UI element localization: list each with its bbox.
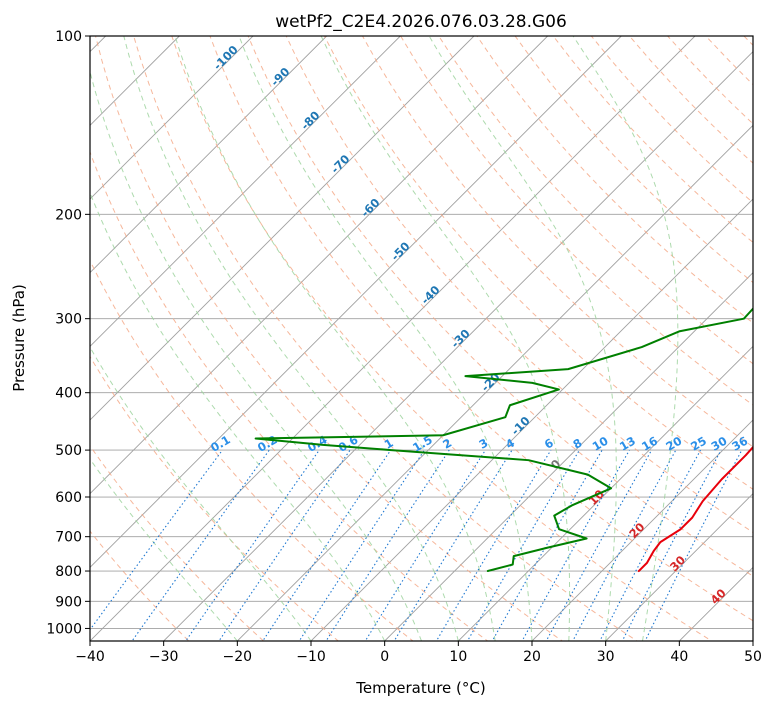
- isotherm-line: [384, 272, 753, 641]
- mixing-ratio-label: 30: [709, 434, 730, 454]
- mixing-ratio-line: [521, 449, 630, 641]
- moist-adiabat-line: [572, 36, 679, 641]
- isotherm-line: [90, 36, 548, 495]
- isotherm-line: [605, 493, 753, 641]
- isotherm-line: [90, 36, 254, 200]
- dry-adiabat-line: [171, 36, 713, 641]
- y-tick-label: 600: [55, 490, 82, 506]
- mixing-ratio-label: 16: [639, 434, 660, 454]
- temperature-profile-line: [637, 445, 753, 573]
- moist-adiabat-line: [123, 36, 459, 641]
- mixing-ratio-line: [298, 449, 425, 641]
- dry-adiabat-line: [438, 36, 753, 365]
- moist-adiabat-line: [428, 36, 617, 641]
- moist-adiabat-line: [174, 36, 496, 641]
- x-tick-label: −30: [149, 649, 179, 665]
- dry-adiabat-line: [209, 36, 753, 622]
- mixing-ratio-line: [545, 449, 653, 641]
- x-tick-label: −40: [75, 649, 105, 665]
- mixing-ratio-label: 20: [663, 434, 684, 454]
- x-axis: −40 −30 −20 −10 0 10 20 30 40 50: [75, 641, 762, 665]
- mixing-ratio-line: [435, 449, 552, 641]
- x-tick-label: 20: [523, 649, 541, 665]
- dry-adiabat-line: [90, 259, 414, 641]
- mixing-ratio-line: [466, 449, 580, 641]
- moist-adiabat-line: [320, 36, 571, 641]
- moist-adiabat-line: [90, 346, 312, 641]
- dry-adiabat-line: [285, 36, 753, 533]
- moist-adiabat-line: [238, 36, 533, 641]
- x-tick-label: 0: [380, 649, 389, 665]
- x-tick-label: 50: [744, 649, 762, 665]
- mixing-ratio-line: [90, 449, 223, 631]
- y-tick-label: 900: [55, 594, 82, 610]
- dewpoint-profile-line: [254, 307, 753, 573]
- mixing-ratio-line: [262, 449, 392, 641]
- y-tick-label: 100: [55, 29, 82, 45]
- x-tick-label: −10: [296, 649, 326, 665]
- isotherm-line: [90, 36, 622, 568]
- isotherm-line: [90, 36, 475, 421]
- plot-area: 0.1 0.2 0.4 0.6 1 1.5 2 3 4 6 8 10 13 16 20 25 30 36-100-…: [90, 36, 753, 641]
- dry-adiabat-line: [90, 150, 489, 641]
- profile-series: [254, 307, 753, 573]
- y-tick-label: 700: [55, 530, 82, 546]
- x-tick-label: 30: [597, 649, 615, 665]
- mixing-ratio-line: [572, 449, 677, 641]
- chart-title: wetPf2_C2E4.2026.076.03.28.G06: [275, 12, 567, 32]
- mixing-ratio-label: 10: [590, 434, 611, 454]
- mixing-ratio-line: [364, 449, 486, 641]
- dry-adiabat-line: [247, 36, 753, 577]
- isotherm-line: [237, 124, 753, 641]
- plot-frame: [89, 35, 754, 642]
- dry-adiabat-line: [133, 36, 638, 641]
- mixing-ratio-line: [325, 449, 450, 641]
- y-tick-label: 500: [55, 443, 82, 459]
- background-grid: [90, 36, 753, 641]
- y-tick-label: 1000: [46, 621, 82, 637]
- y-tick-label: 400: [55, 386, 82, 402]
- isotherm-line: [531, 419, 753, 641]
- mixing-ratio-label: 25: [688, 434, 709, 454]
- mixing-ratio-line: [393, 449, 513, 641]
- y-tick-label: 200: [55, 207, 82, 223]
- mixing-ratio-line: [218, 449, 351, 641]
- moist-adiabat-line: [90, 191, 386, 641]
- x-tick-label: 40: [670, 649, 688, 665]
- dry-adiabat-line: [90, 355, 340, 641]
- moist-adiabat-line: [90, 458, 238, 641]
- x-tick-label: 10: [449, 649, 467, 665]
- y-tick-label: 800: [55, 564, 82, 580]
- mixing-ratio-line: [599, 449, 702, 641]
- y-axis: 100 200 300 400 500 600 700 800 900 1000: [46, 29, 90, 637]
- dry-adiabat-line: [400, 36, 753, 406]
- isotherm-line: [458, 345, 753, 641]
- dry-adiabat-line: [95, 36, 564, 641]
- isotherm-line: [163, 51, 753, 641]
- mixing-ratio-line: [131, 449, 270, 641]
- isotherm-line: [90, 36, 327, 274]
- mixing-ratio-line: [491, 449, 603, 641]
- isotherm-line: [90, 36, 696, 641]
- y-axis-label: Pressure (hPa): [10, 284, 28, 392]
- isotherm-line: [90, 36, 401, 347]
- x-axis-label: Temperature (°C): [355, 679, 485, 697]
- mixing-ratio-label: 36: [729, 434, 750, 454]
- dry-adiabat-line: [323, 36, 753, 490]
- y-tick-label: 300: [55, 312, 82, 328]
- mixing-ratio-label: 13: [617, 434, 638, 454]
- x-tick-label: −20: [223, 649, 253, 665]
- moist-adiabat-line: [90, 69, 422, 641]
